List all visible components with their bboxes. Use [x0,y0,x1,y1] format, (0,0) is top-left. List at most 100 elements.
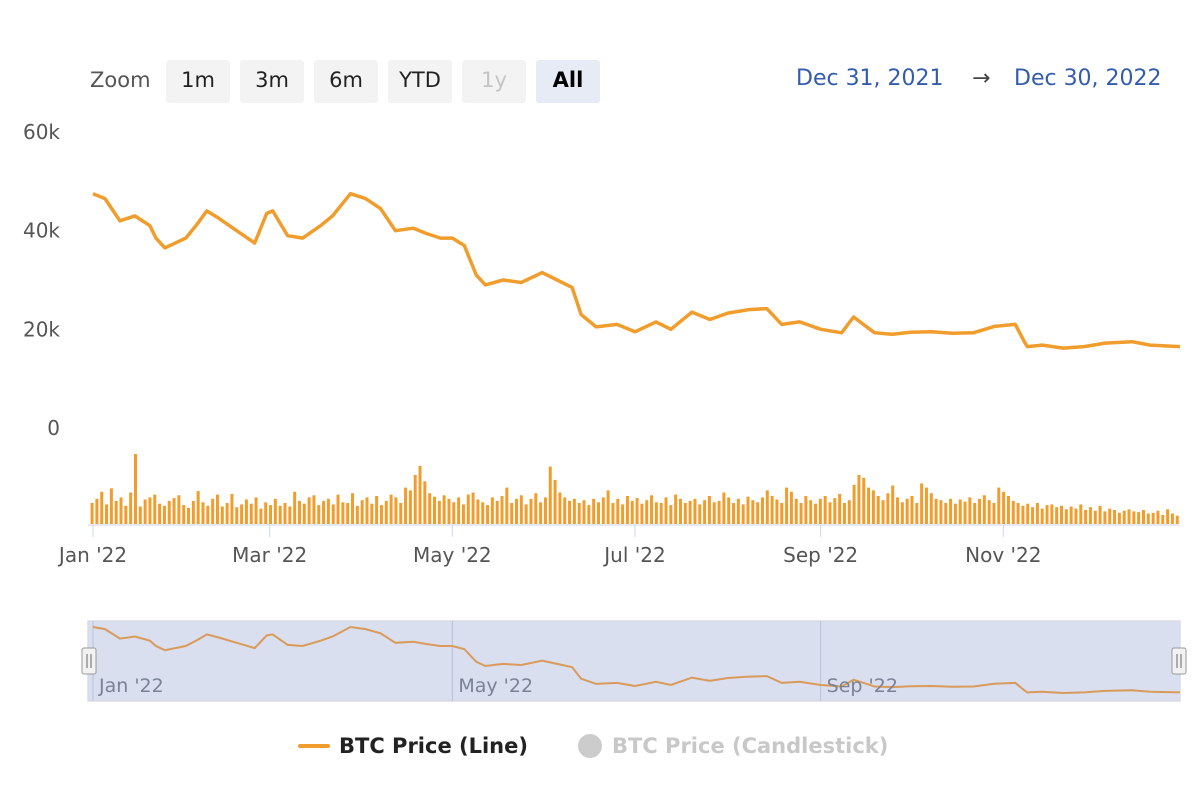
volume-bar [510,503,514,524]
volume-bar [177,495,181,524]
volume-bar [519,495,523,524]
volume-bar [206,505,210,524]
zoom-all-button[interactable]: All [536,60,600,103]
volume-bar [770,496,774,524]
volume-bar [828,502,832,524]
volume-bar [1011,500,1015,524]
volume-bar [1137,512,1141,524]
volume-bar [1113,510,1117,524]
volume-bar [341,502,345,524]
volume-bar [317,505,321,524]
volume-bar [833,498,837,524]
volume-bar [172,498,176,524]
volume-bar [1002,491,1006,524]
volume-bar [592,498,596,524]
volume-bar [688,500,692,524]
volume-bar [765,490,769,524]
x-tick-label: May '22 [413,543,492,567]
volume-bar [886,493,890,524]
volume-bar [910,496,914,524]
volume-bar [182,505,186,524]
zoom-3m-button[interactable]: 3m [240,60,304,103]
volume-bar [751,500,755,524]
volume-bar [1050,504,1054,524]
volume-bar [346,503,350,524]
volume-bar [240,504,244,524]
volume-bar [924,487,928,524]
volume-bar [1151,512,1155,524]
volume-bar [418,465,422,524]
volume-bar [254,497,258,524]
volume-bar [269,505,273,524]
volume-bar [606,490,610,524]
x-tick-label: Jan '22 [57,543,127,567]
volume-bar [871,490,875,524]
volume-bar [958,499,962,524]
volume-bar [481,502,485,524]
volume-bar [539,502,543,524]
volume-bar [746,496,750,524]
y-axis-labels: 0 20k 40k 60k [23,120,60,440]
volume-bar [799,503,803,524]
volume-bar [336,494,340,524]
x-tick-label: Nov '22 [965,543,1041,567]
volume-bar [235,507,239,524]
volume-bar [370,503,374,524]
volume-bar [722,492,726,524]
volume-bar [244,499,248,524]
zoom-6m-button[interactable]: 6m [314,60,378,103]
volume-bar [423,481,427,524]
navigator-right-handle[interactable] [1171,647,1187,675]
volume-bar [162,505,166,524]
range-from-date[interactable]: Dec 31, 2021 [796,66,944,91]
volume-bar [1175,515,1179,524]
range-arrow: → [972,66,991,91]
legend: BTC Price (Line) BTC Price (Candlestick) [0,733,1200,763]
volume-bar [968,497,972,524]
volume-bar [654,502,658,524]
navigator-left-handle[interactable] [81,647,97,675]
volume-bar [905,498,909,524]
volume-bar [703,500,707,524]
navigator-tick-label: Sep '22 [827,675,898,697]
volume-bar [891,485,895,524]
volume-bar [384,500,388,524]
volume-bar [563,497,567,524]
volume-bar [114,500,118,524]
volume-bar [326,498,330,524]
zoom-1m-button[interactable]: 1m [166,60,230,103]
volume-bar [476,499,480,524]
volume-bar [616,498,620,524]
volume-bar [433,496,437,524]
volume-bar [259,508,263,524]
volume-bar [307,497,311,524]
volume-bar [442,495,446,524]
volume-bar [1093,510,1097,524]
volume-bar [249,503,253,524]
volume-bar [1117,512,1121,524]
volume-bar [95,498,99,524]
volume-bar [944,503,948,524]
volume-bar [596,502,600,524]
range-to-date[interactable]: Dec 30, 2022 [1014,66,1162,91]
volume-bar [847,500,851,524]
volume-bar [818,498,822,524]
zoom-label: Zoom [90,68,151,92]
volume-bar [264,502,268,524]
volume-bar [90,503,94,524]
volume-bar [929,493,933,524]
zoom-1y-button[interactable]: 1y [462,60,526,103]
volume-bar [823,496,827,524]
volume-bar [992,503,996,524]
volume-bar [741,504,745,524]
volume-bar [1040,508,1044,524]
volume-bar [413,475,417,524]
legend-item-btc-line[interactable]: BTC Price (Line) [298,733,528,758]
volume-bar [814,503,818,524]
zoom-ytd-button[interactable]: YTD [388,60,452,103]
volume-bar [486,505,490,524]
volume-bar [1084,510,1088,524]
volume-bar [437,500,441,524]
volume-bar [428,493,432,524]
legend-item-btc-candlestick[interactable]: BTC Price (Candlestick) [578,733,888,758]
